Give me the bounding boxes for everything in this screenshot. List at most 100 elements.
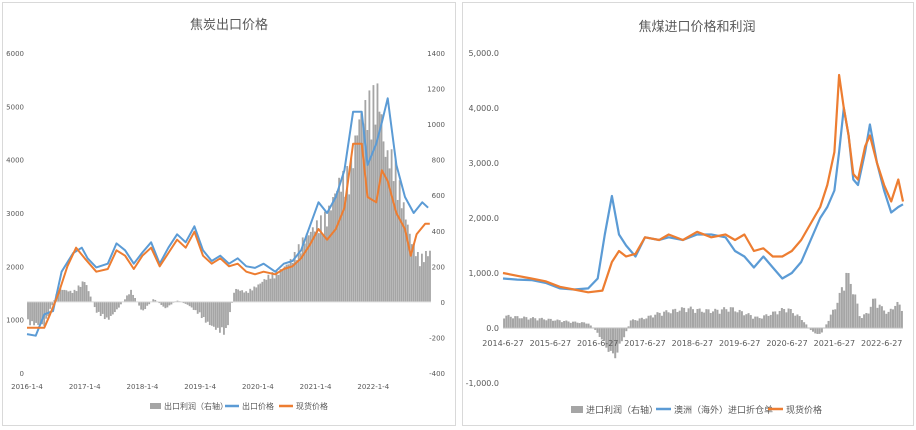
- profit-bar: [109, 301, 112, 316]
- profit-bar: [101, 301, 104, 314]
- profit-bar: [259, 283, 262, 302]
- profit-bar: [523, 316, 526, 328]
- profit-bar: [204, 301, 207, 323]
- profit-bar: [140, 301, 143, 310]
- profit-bar: [400, 208, 403, 302]
- profit-bar: [718, 313, 721, 328]
- profit-bar: [65, 290, 68, 302]
- profit-bar: [73, 289, 76, 302]
- right-y-tick-label: 1200: [427, 86, 445, 94]
- profit-bar: [71, 292, 74, 302]
- profit-bar: [792, 313, 794, 328]
- profit-bar: [589, 325, 592, 328]
- profit-bar: [558, 320, 561, 328]
- profit-bar: [257, 284, 260, 302]
- profit-bar: [874, 298, 877, 328]
- profit-bar: [31, 301, 33, 322]
- profit-bar: [194, 301, 197, 311]
- profit-bar: [672, 309, 674, 328]
- profit-bar: [705, 309, 708, 328]
- profit-bar: [421, 253, 423, 302]
- profit-bar: [758, 318, 761, 328]
- legend-label-spot: 现货价格: [786, 404, 822, 416]
- profit-bar: [569, 322, 572, 328]
- profit-bar: [727, 311, 730, 328]
- profit-bar: [358, 119, 361, 302]
- profit-bar: [794, 315, 797, 328]
- profit-bar: [382, 141, 385, 302]
- profit-bar: [61, 289, 64, 302]
- profit-bar: [388, 168, 391, 302]
- profit-bar: [892, 309, 894, 328]
- profit-bar: [516, 316, 519, 328]
- profit-bar: [747, 313, 750, 328]
- profit-bar: [843, 290, 846, 328]
- profit-bar: [105, 301, 108, 318]
- import-price-line: [502, 106, 904, 291]
- profit-bar: [154, 299, 157, 302]
- profit-bar: [772, 311, 774, 328]
- profit-bar: [700, 311, 703, 328]
- spot-price-line: [27, 142, 430, 329]
- x-tick-label: 2017-6-27: [624, 339, 665, 348]
- profit-bar: [732, 307, 734, 328]
- profit-bar: [676, 312, 679, 328]
- x-tick-label: 2019-6-27: [719, 339, 760, 348]
- profit-bar: [574, 321, 577, 328]
- profit-bar: [749, 315, 752, 328]
- legend-label-profit: 出口利润（右轴）: [164, 401, 228, 411]
- profit-bar: [392, 181, 395, 302]
- profit-bar: [645, 318, 648, 328]
- profit-bar: [867, 313, 870, 328]
- profit-bar: [263, 279, 266, 302]
- profit-bar: [107, 301, 110, 320]
- legend-label-export: 出口价格: [242, 401, 274, 411]
- profit-bar: [703, 312, 706, 328]
- profit-bar: [307, 235, 310, 302]
- profit-bar: [580, 322, 583, 328]
- profit-bar: [138, 301, 141, 306]
- y-tick-label: 1,000.0: [468, 269, 499, 278]
- profit-bar: [594, 328, 597, 330]
- profit-bar: [894, 305, 897, 328]
- profit-bar: [576, 322, 579, 328]
- x-tick-label: 2018-1-4: [127, 383, 159, 391]
- profit-bar: [113, 301, 116, 313]
- x-tick-label: 2015-6-27: [530, 339, 571, 348]
- x-tick-label: 2021-6-27: [814, 339, 855, 348]
- profit-bar: [320, 215, 322, 302]
- profit-bar: [665, 310, 668, 328]
- profit-bar: [146, 301, 149, 306]
- profit-bar: [678, 310, 681, 328]
- profit-bar: [638, 318, 641, 328]
- profit-bar: [176, 300, 179, 302]
- profit-bar: [507, 314, 510, 328]
- profit-bar: [418, 266, 421, 302]
- profit-bar: [778, 310, 781, 328]
- profit-bar: [787, 308, 790, 328]
- profit-bar: [572, 321, 574, 328]
- profit-bar: [212, 301, 215, 327]
- profit-bar: [128, 294, 130, 302]
- profit-bar: [130, 289, 132, 302]
- profit-bar: [660, 315, 663, 328]
- profit-bar: [208, 301, 211, 326]
- profit-bar: [261, 281, 264, 302]
- profit-bar: [545, 320, 548, 328]
- profit-bar: [386, 150, 389, 302]
- profit-bar: [301, 237, 304, 302]
- profit-bar: [366, 130, 369, 302]
- left-y-tick-label: 0: [20, 370, 24, 378]
- left-y-tick-label: 6000: [6, 50, 24, 58]
- profit-bar: [765, 314, 768, 328]
- profit-bar: [509, 316, 512, 328]
- profit-bar: [360, 113, 363, 302]
- profit-bar: [769, 314, 772, 328]
- profit-bar: [709, 312, 712, 328]
- profit-bar: [51, 301, 54, 306]
- profit-bar: [198, 301, 201, 313]
- profit-bar: [293, 251, 296, 302]
- profit-bar: [111, 301, 114, 315]
- profit-bar: [536, 320, 539, 328]
- profit-bar: [856, 303, 859, 328]
